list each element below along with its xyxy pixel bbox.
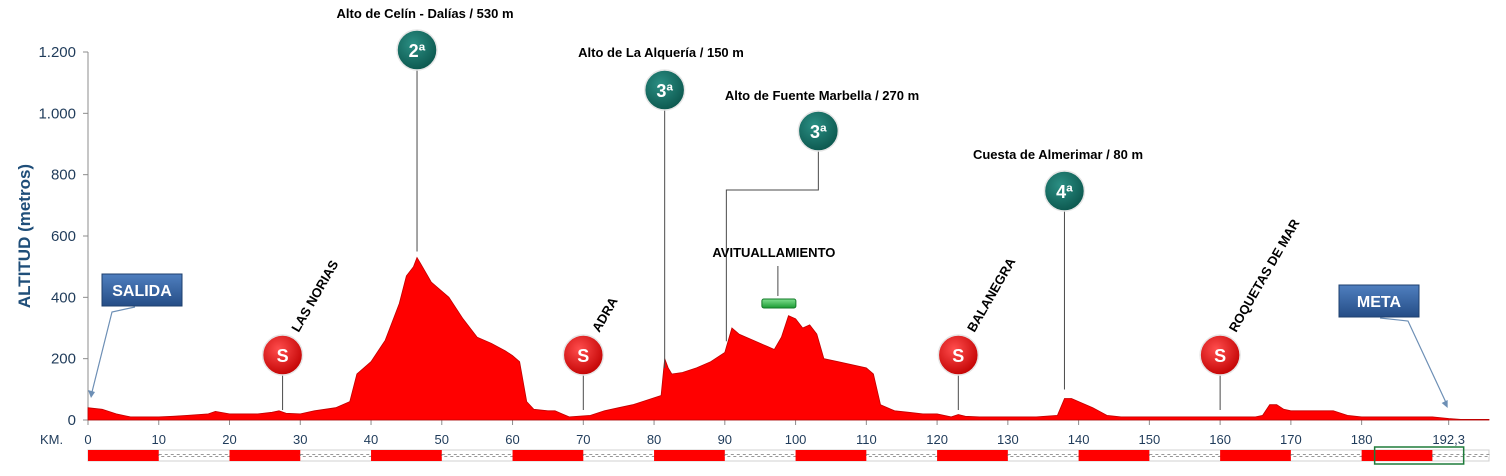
climb-name-label: Cuesta de Almerimar / 80 m — [973, 147, 1143, 162]
distance-bar-segment — [512, 450, 584, 461]
x-tick-label: 70 — [576, 432, 590, 447]
feed-zone-label: AVITUALLAMIENTO — [712, 245, 835, 260]
x-tick-label: 170 — [1280, 432, 1302, 447]
y-axis-label: ALTITUD (metros) — [15, 164, 34, 308]
distance-bar-segment — [88, 450, 159, 461]
x-tick-label: 80 — [647, 432, 661, 447]
distance-bar-segment — [1078, 450, 1150, 461]
distance-bar-dotted-segment — [1431, 454, 1490, 457]
distance-bar-dotted-segment — [1007, 454, 1080, 457]
sprint-town-label: ROQUETAS DE MAR — [1226, 216, 1303, 335]
sprint-symbol: S — [1214, 346, 1226, 366]
distance-bar-segment — [937, 450, 1008, 461]
climb-category-label: 3ª — [810, 122, 827, 142]
x-tick-label: 60 — [505, 432, 519, 447]
x-tick-label: 140 — [1068, 432, 1090, 447]
x-tick-label: 130 — [997, 432, 1019, 447]
y-tick-label: 200 — [51, 351, 76, 368]
finish-arrow-head — [1441, 400, 1448, 408]
distance-bar-dotted-segment — [724, 454, 796, 457]
climb-name-label: Alto de Celín - Dalías / 530 m — [337, 6, 514, 21]
sprint-symbol: S — [577, 346, 589, 366]
climb-category-label: 4ª — [1056, 182, 1073, 202]
y-tick-label: 800 — [51, 167, 76, 184]
x-tick-label: 120 — [926, 432, 948, 447]
distance-bar — [87, 446, 1490, 465]
sprint-symbol: S — [277, 346, 289, 366]
x-tick-label: 50 — [435, 432, 449, 447]
climb-name-label: Alto de La Alquería / 150 m — [578, 45, 744, 60]
distance-bar-segment — [371, 450, 442, 461]
climb-category-badge — [797, 110, 840, 152]
sprint-badge — [261, 334, 304, 376]
distance-bar-dotted-segment — [582, 454, 655, 457]
finish-arrow — [1379, 317, 1448, 405]
climb-name-label: Alto de Fuente Marbella / 270 m — [725, 88, 919, 103]
y-tick-label: 1.200 — [38, 44, 76, 61]
sprint-badge — [562, 334, 605, 376]
x-tick-label: 180 — [1351, 432, 1373, 447]
profile-area — [87, 256, 1490, 421]
climb-category-badge — [1043, 170, 1086, 212]
start-arrow — [90, 306, 136, 397]
x-tick-label: 192,3 — [1432, 432, 1465, 447]
feed-zone-marker — [761, 298, 797, 309]
distance-bar-dotted-segment — [158, 454, 230, 457]
x-tick-label: 100 — [785, 432, 807, 447]
distance-bar-dotted-segment — [299, 454, 372, 457]
x-tick-label: 10 — [152, 432, 166, 447]
sprint-badge — [1199, 334, 1241, 376]
distance-bar-segment — [1361, 450, 1433, 461]
x-tick-label: 20 — [222, 432, 236, 447]
distance-bar-segment — [229, 450, 301, 461]
sprint-town-label: BALANEGRA — [964, 255, 1019, 335]
x-tick-label: 90 — [718, 432, 732, 447]
sprint-symbol: S — [952, 346, 964, 366]
y-tick-label: 1.000 — [38, 105, 76, 122]
x-axis: 0 10 20 30 40 50 60 70 80 90 100 110 120 130 140 150 160… — [84, 419, 1489, 447]
sprint-town-label: LAS NORIAS — [288, 257, 341, 334]
distance-bar-dotted-segment — [865, 454, 938, 457]
distance-bar-dotted-segment — [441, 454, 513, 457]
climb-leader-line — [725, 151, 819, 342]
start-arrow-head — [88, 390, 95, 398]
x-tick-label: 160 — [1209, 432, 1231, 447]
x-tick-label: 30 — [293, 432, 307, 447]
distance-bar-segment — [654, 450, 725, 461]
distance-bar-segment — [795, 450, 867, 461]
x-tick-label: 0 — [84, 432, 91, 447]
x-axis-label: KM. — [40, 432, 63, 447]
y-tick-label: 0 — [68, 412, 76, 429]
y-tick-label: 400 — [51, 289, 76, 306]
distance-bar-dotted-segment — [1290, 454, 1363, 457]
x-tick-label: 40 — [364, 432, 378, 447]
finish-box-label: META — [1357, 294, 1402, 311]
climb-category-badge — [643, 69, 686, 111]
distance-bar-dotted-segment — [1148, 454, 1221, 457]
x-tick-label: 150 — [1139, 432, 1161, 447]
y-tick-label: 600 — [51, 228, 76, 245]
y-axis: 0 200 400 600 800 1.000 1.200 — [38, 44, 89, 429]
x-tick-label: 110 — [856, 432, 877, 447]
distance-bar-finish-box — [1373, 446, 1465, 465]
sprint-town-label: ADRA — [589, 294, 621, 335]
elevation-area — [87, 256, 1490, 421]
start-box-label: SALIDA — [112, 283, 172, 300]
start-box — [101, 273, 183, 307]
finish-box — [1338, 284, 1420, 318]
distance-bar-segment — [1220, 450, 1291, 461]
climb-category-label: 3ª — [656, 81, 673, 101]
sprint-badge — [937, 334, 980, 376]
climb-category-label: 2ª — [409, 41, 426, 61]
climb-category-badge — [396, 29, 438, 71]
